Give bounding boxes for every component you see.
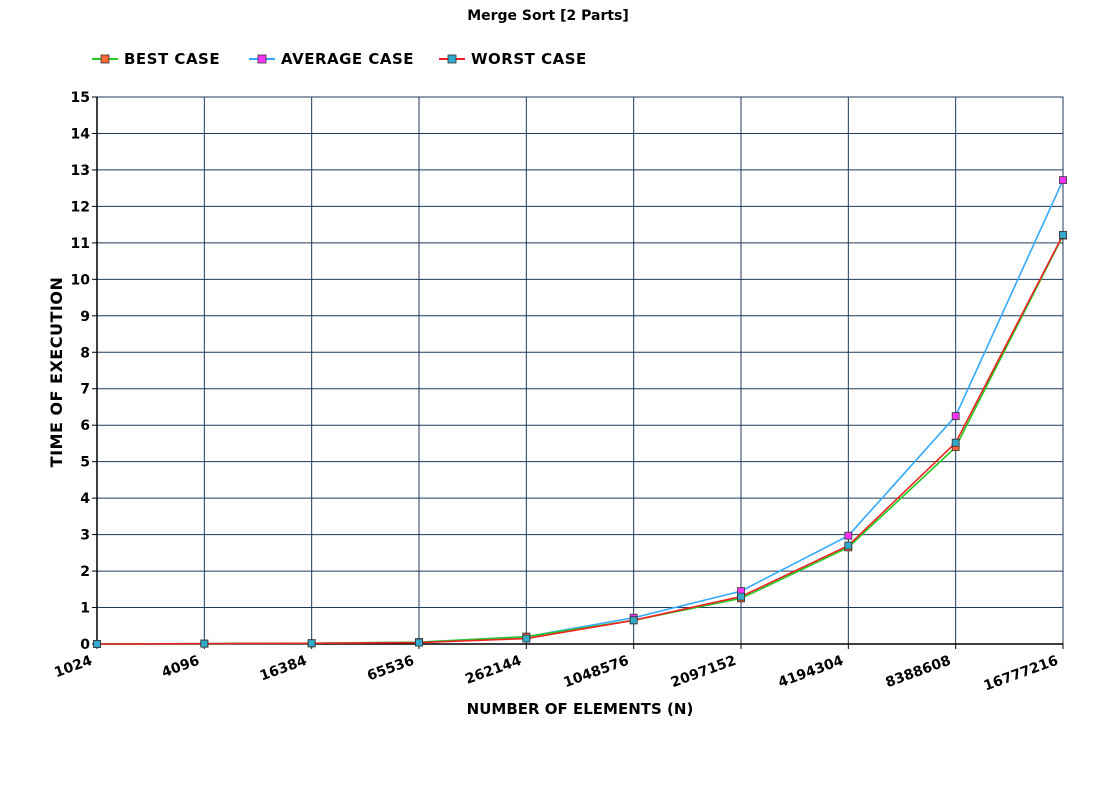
y-tick-label: 5 [80, 455, 90, 471]
series-line [96, 179, 1064, 645]
y-tick-label: 3 [80, 528, 90, 544]
x-tick-label: 4096 [160, 653, 202, 681]
data-point [93, 640, 101, 648]
data-point [1059, 230, 1067, 239]
data-point [200, 639, 209, 648]
y-tick-label: 7 [80, 382, 90, 398]
y-tick-label: 8 [80, 345, 90, 361]
y-tick-label: 11 [71, 236, 90, 252]
legend-label: WORST CASE [471, 50, 587, 68]
x-tick-label: 8388608 [883, 653, 953, 691]
y-tick-label: 14 [71, 126, 91, 142]
axes [96, 97, 1063, 645]
x-tick-label: 16384 [258, 653, 309, 685]
legend-label: AVERAGE CASE [281, 50, 414, 68]
data-point [522, 634, 531, 643]
y-tick-label: 6 [80, 418, 90, 434]
y-tick-label: 13 [71, 163, 90, 179]
series-line [96, 235, 1064, 645]
x-tick-label: 1048576 [561, 653, 631, 691]
y-tick-label: 1 [80, 601, 90, 617]
chart-title: Merge Sort [2 Parts] [467, 8, 629, 24]
x-tick-labels: 1024 4096 16384 65536 262144 1048576 2097152 41… [52, 644, 1064, 695]
x-tick-label: 4194304 [776, 653, 846, 691]
data-point [737, 592, 745, 601]
y-tick-label: 0 [80, 637, 90, 653]
y-tick-label: 10 [71, 272, 91, 288]
data-point [415, 638, 423, 647]
data-point [844, 541, 853, 550]
data-point [951, 412, 960, 420]
y-axis-label: TIME OF EXECUTION [47, 277, 66, 468]
x-axis-label: NUMBER OF ELEMENTS (N) [467, 700, 694, 718]
legend-marker [447, 54, 457, 64]
series-line [96, 234, 1064, 645]
y-tick-label: 9 [80, 309, 90, 325]
x-tick-label: 65536 [365, 653, 416, 685]
y-tick-label: 15 [71, 90, 90, 106]
grid [96, 96, 1064, 645]
legend-label: BEST CASE [124, 50, 220, 68]
plot-frame [96, 96, 1064, 645]
data-point [1059, 176, 1067, 185]
y-tick-label: 4 [80, 491, 90, 507]
x-tick-label: 2097152 [669, 653, 739, 691]
x-tick-label: 1024 [52, 653, 94, 681]
legend-marker [100, 54, 110, 64]
data-point [844, 531, 853, 540]
data-point [951, 438, 960, 447]
y-tick-label: 12 [71, 199, 90, 215]
data-point [307, 639, 316, 648]
data-point [629, 616, 638, 625]
y-tick-label: 2 [80, 564, 90, 580]
legend: BEST CASE AVERAGE CASE WORST CASE [92, 50, 587, 68]
x-tick-label: 262144 [463, 653, 524, 688]
x-tick-label: 16777216 [982, 653, 1061, 695]
legend-marker [257, 54, 267, 64]
series-group [93, 176, 1067, 648]
